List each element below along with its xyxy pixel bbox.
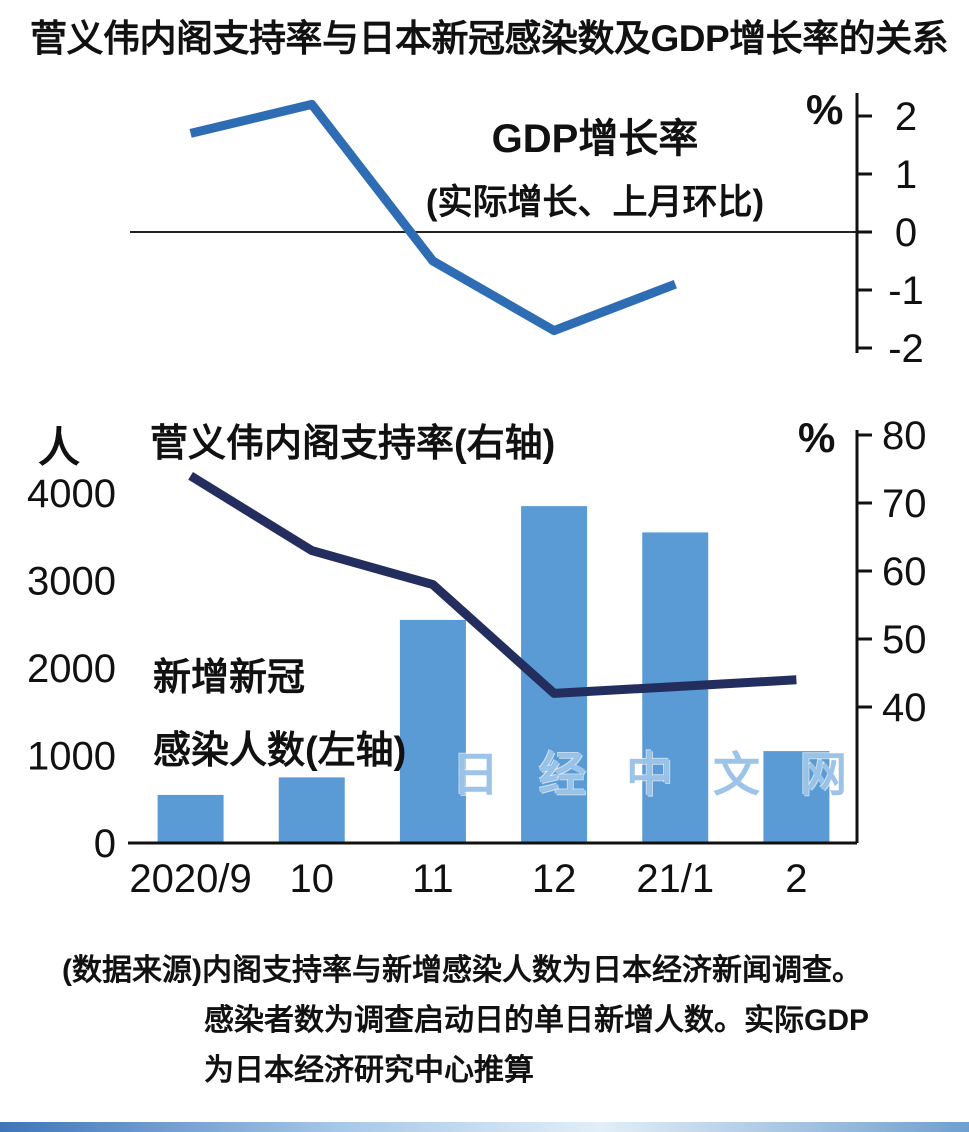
infection-bar (399, 619, 466, 843)
bottom-decorative-strip (0, 1122, 969, 1132)
gdp-series-label: GDP增长率 (实际增长、上月环比) (360, 106, 830, 225)
infection-bar (278, 777, 345, 843)
source-note: (数据来源)内阁支持率与新增感染人数为日本经济新闻调查。 感染者数为调查启动日的… (62, 946, 869, 1096)
gdp-series-title: GDP增长率 (491, 117, 699, 161)
infection-axis-tick-label: 3000 (27, 560, 116, 604)
x-axis-label: 2 (785, 857, 807, 901)
x-axis-label: 12 (532, 857, 577, 901)
gdp-line (189, 99, 677, 336)
infection-bar (763, 751, 830, 843)
infection-bar (157, 794, 224, 843)
x-axis-label: 2020/9 (129, 857, 251, 901)
approval-axis-unit-percent: % (798, 414, 836, 461)
infection-series-label: 新增新冠 感染人数(左轴) (153, 642, 406, 788)
gdp-axis-unit-percent: % (806, 86, 844, 133)
approval-axis-tick-label: 40 (882, 686, 927, 730)
source-note-line2: 感染者数为调查启动日的单日新增人数。实际GDP (204, 1004, 870, 1037)
infection-axis-tick-label: 0 (94, 822, 116, 866)
x-axis-label: 21/1 (636, 857, 714, 901)
combined-chart-canvas: 210-1-24000300020001000080706050402020/9… (27, 93, 927, 901)
infection-series-label-line1: 新增新冠 (153, 657, 306, 699)
gdp-axis-tick-label: 1 (895, 153, 917, 197)
page-title: 菅义伟内阁支持率与日本新冠感染数及GDP增长率的关系 (30, 18, 949, 59)
gdp-series-subtitle: (实际增长、上月环比) (425, 183, 765, 222)
approval-axis-tick-label: 60 (882, 550, 927, 594)
gdp-axis-tick-label: 2 (895, 95, 917, 139)
approval-axis-tick-label: 50 (882, 618, 927, 662)
source-note-line3: 为日本经济研究中心推算 (204, 1054, 534, 1087)
infection-axis-tick-label: 4000 (27, 472, 116, 516)
approval-series-label: 菅义伟内阁支持率(右轴) (150, 423, 556, 465)
approval-axis-tick-label: 80 (882, 414, 927, 458)
gdp-axis-tick-label: -1 (888, 269, 924, 313)
source-note-line1: (数据来源)内阁支持率与新增感染人数为日本经济新闻调查。 (62, 954, 862, 987)
approval-line (188, 471, 797, 698)
gdp-axis-tick-label: 0 (895, 211, 917, 255)
infection-axis-tick-label: 2000 (27, 647, 116, 691)
approval-axis-tick-label: 70 (882, 482, 927, 526)
infection-axis-tick-label: 1000 (27, 735, 116, 779)
infection-series-label-line2: 感染人数(左轴) (153, 730, 407, 772)
x-axis-label: 10 (290, 857, 335, 901)
infection-axis-unit-people: 人 (38, 424, 81, 471)
gdp-axis-tick-label: -2 (888, 327, 924, 371)
x-axis-label: 11 (412, 857, 454, 901)
nikkei-watermark: 日经中文网 (452, 748, 887, 801)
